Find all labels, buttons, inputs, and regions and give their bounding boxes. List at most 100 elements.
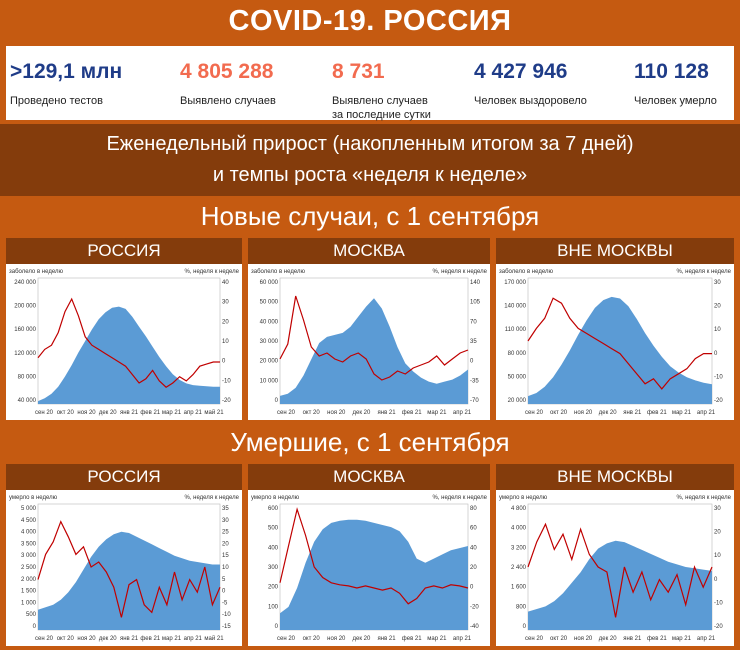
left-tick-label: 0	[275, 624, 279, 630]
left-tick-label: 4 800	[511, 506, 527, 512]
left-tick-label: 170 000	[504, 280, 526, 286]
chart-regions-cases: заболело в неделю %, неделя к неделе 170 0…	[496, 264, 734, 420]
x-tick-label: дек 20	[99, 636, 117, 642]
subtitle: Еженедельный прирост (накопленным итогом…	[0, 124, 740, 196]
left-tick-label: 40 000	[18, 398, 37, 404]
section-deaths-title: Умершие, с 1 сентября	[0, 422, 740, 462]
stat-daily-label: Выявлено случаев за последние сутки	[332, 95, 431, 121]
right-tick-label: 80	[470, 506, 477, 512]
right-tick-label: 0	[714, 351, 718, 357]
left-tick-label: 300	[268, 565, 279, 571]
area-series	[280, 519, 468, 630]
x-tick-label: дек 20	[353, 636, 371, 642]
growth-line-series	[279, 507, 469, 605]
right-tick-label: 30	[222, 518, 229, 524]
ylabel-left: умерло в неделю	[251, 495, 300, 501]
x-tick-label: окт 20	[550, 636, 568, 642]
chart-header-regions-deaths: ВНЕ МОСКВЫ	[496, 464, 734, 490]
right-tick-label: 105	[470, 300, 481, 306]
left-tick-label: 3 200	[511, 545, 527, 551]
left-tick-label: 100	[268, 604, 279, 610]
chart-moscow-cases: заболело в неделю %, неделя к неделе 60 00…	[248, 264, 490, 420]
page-title: COVID-19. РОССИЯ	[0, 0, 740, 42]
right-tick-label: 0	[222, 359, 226, 365]
chart-russia-cases: заболело в неделю %, неделя к неделе 240 0…	[6, 264, 242, 420]
right-tick-label: 70	[470, 319, 477, 325]
ylabel-right: %, неделя к неделе	[184, 495, 239, 501]
right-tick-label: 10	[714, 327, 721, 333]
x-tick-label: апр 21	[453, 410, 472, 416]
stat-recovered-label: Человек выздоровело	[474, 95, 587, 107]
chart-svg: заболело в неделю %, неделя к неделе 240 0…	[9, 269, 240, 416]
x-tick-label: май 21	[204, 409, 224, 416]
right-tick-label: -15	[222, 624, 231, 630]
left-tick-label: 60 000	[260, 280, 279, 286]
x-tick-label: сен 20	[277, 410, 296, 416]
x-tick-label: окт 20	[550, 410, 568, 416]
left-tick-label: 4 000	[21, 530, 37, 536]
chart-svg: заболело в неделю %, неделя к неделе 60 00…	[251, 269, 488, 416]
x-tick-label: фев 21	[140, 410, 160, 416]
chart-regions-deaths: умерло в неделю %, неделя к неделе 4 800 4 …	[496, 490, 734, 646]
left-tick-label: 30 000	[260, 339, 279, 345]
right-tick-label: -10	[222, 612, 231, 618]
left-tick-label: 2 000	[21, 577, 37, 583]
growth-line-series	[37, 297, 220, 388]
chart-header-moscow-cases: МОСКВА	[248, 238, 490, 264]
ylabel-right: %, неделя к неделе	[184, 269, 239, 275]
x-tick-label: янв 21	[378, 636, 397, 642]
chart-svg: заболело в неделю %, неделя к неделе 170 0…	[499, 269, 732, 416]
left-tick-label: 5 000	[21, 506, 37, 512]
stat-cases-label: Выявлено случаев	[180, 95, 276, 107]
x-tick-label: фев 21	[140, 636, 160, 642]
right-tick-label: -35	[470, 378, 479, 384]
right-tick-label: 0	[470, 585, 474, 591]
stat-daily-value: 8 731	[332, 60, 385, 83]
right-tick-label: -20	[470, 604, 479, 610]
chart-svg: умерло в неделю %, неделя к неделе 5 000 4 …	[9, 495, 240, 642]
right-tick-label: 10	[714, 553, 721, 559]
ylabel-left: заболело в неделю	[9, 269, 63, 275]
x-tick-label: дек 20	[99, 410, 117, 416]
x-tick-label: фев 21	[647, 410, 667, 416]
right-tick-label: -10	[222, 378, 231, 384]
left-tick-label: 20 000	[260, 359, 279, 365]
x-tick-label: ноя 20	[574, 410, 593, 416]
chart-russia-deaths: умерло в неделю %, неделя к неделе 5 000 4 …	[6, 490, 242, 646]
x-tick-label: май 21	[204, 635, 224, 642]
left-tick-label: 2 500	[21, 565, 37, 571]
right-tick-label: -5	[222, 600, 228, 606]
stat-deaths-label: Человек умерло	[634, 95, 717, 107]
stats-inner: >129,1 млн Проведено тестов 4 805 288 Вы…	[6, 46, 734, 121]
x-tick-label: мар 21	[427, 636, 447, 642]
right-tick-label: 40	[222, 280, 229, 286]
x-tick-label: фев 21	[402, 410, 422, 416]
x-tick-label: окт 20	[57, 636, 75, 642]
right-tick-label: -70	[470, 398, 479, 404]
x-tick-label: мар 21	[162, 636, 182, 642]
left-tick-label: 4 000	[511, 526, 527, 532]
left-tick-label: 240 000	[14, 280, 36, 286]
right-tick-label: 0	[714, 577, 718, 583]
left-tick-label: 1 500	[21, 589, 37, 595]
x-tick-label: окт 20	[303, 410, 321, 416]
x-tick-label: мар 21	[162, 410, 182, 416]
subtitle-line2: и темпы роста «неделя к неделе»	[212, 164, 528, 186]
x-tick-label: окт 20	[57, 410, 75, 416]
right-tick-label: 20	[222, 319, 229, 325]
x-tick-label: апр 21	[453, 636, 472, 642]
left-tick-label: 3 500	[21, 541, 37, 547]
left-tick-label: 50 000	[508, 374, 527, 380]
ylabel-right: %, неделя к неделе	[432, 495, 487, 501]
x-tick-label: ноя 20	[77, 410, 96, 416]
x-tick-label: мар 21	[672, 410, 692, 416]
x-tick-label: ноя 20	[327, 636, 346, 642]
left-tick-label: 40 000	[260, 319, 279, 325]
x-tick-label: фев 21	[647, 636, 667, 642]
right-tick-label: -20	[714, 624, 723, 630]
right-tick-label: 35	[222, 506, 229, 512]
left-tick-label: 1 000	[21, 600, 37, 606]
area-series	[38, 306, 220, 404]
x-tick-label: апр 21	[184, 636, 203, 642]
right-tick-label: 25	[222, 530, 229, 536]
